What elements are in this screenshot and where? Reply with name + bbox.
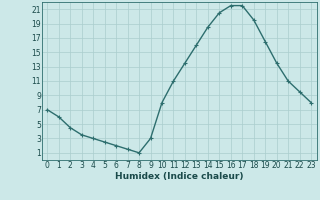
- X-axis label: Humidex (Indice chaleur): Humidex (Indice chaleur): [115, 172, 244, 181]
